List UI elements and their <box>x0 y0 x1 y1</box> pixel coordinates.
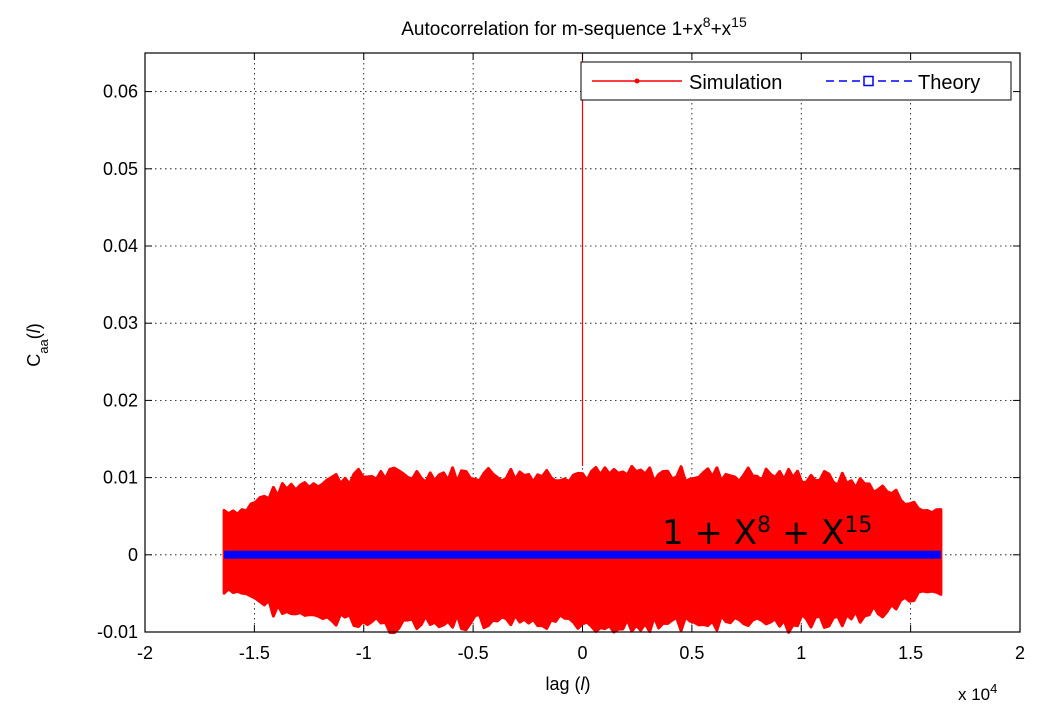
title-prefix: Autocorrelation for m-sequence 1+x <box>401 19 703 40</box>
x-multiplier-text: x 10 <box>958 685 990 704</box>
x-tick-label: -1.5 <box>239 643 270 663</box>
x-tick-label: -1 <box>356 643 372 663</box>
annot-exp1: 8 <box>757 513 771 538</box>
ylabel-var: l <box>24 328 44 333</box>
y-tick-label: -0.01 <box>97 622 138 642</box>
x-tick-label: 1 <box>796 643 806 663</box>
x-axis-label: lag (l) <box>545 674 590 694</box>
legend-theory-label: Theory <box>918 72 980 94</box>
y-tick-label: 0.05 <box>103 159 138 179</box>
x-tick-label: 1.5 <box>898 643 923 663</box>
title-exp1: 8 <box>703 14 711 30</box>
x-tick-label: -0.5 <box>458 643 489 663</box>
x-multiplier-exp: 4 <box>990 681 997 696</box>
x-tick-label: 0.5 <box>679 643 704 663</box>
y-axis-ticks: -0.01 0 0.01 0.02 0.03 0.04 0.05 0.06 <box>97 82 1020 642</box>
title-mid: +x <box>711 19 732 40</box>
annot-exp2: 15 <box>844 513 872 538</box>
x-axis-multiplier: x 104 <box>958 681 997 705</box>
annot-base: 1 + X <box>662 513 757 553</box>
y-tick-label: 0 <box>128 545 138 565</box>
y-tick-label: 0.04 <box>103 236 138 256</box>
ylabel-main: C <box>24 354 44 367</box>
legend-theory-marker <box>863 75 874 87</box>
legend-simulation-marker <box>634 78 640 84</box>
title-exp2: 15 <box>731 14 747 30</box>
x-tick-label: 0 <box>577 643 587 663</box>
y-tick-label: 0.02 <box>103 390 138 410</box>
y-tick-label: 0.06 <box>103 82 138 102</box>
x-axis-ticks: -2 -1.5 -1 -0.5 0 0.5 1 1.5 2 <box>137 53 1025 663</box>
chart-title: Autocorrelation for m-sequence 1+x8+x15 <box>401 14 747 40</box>
x-tick-label: 2 <box>1015 643 1025 663</box>
ylabel-sub: aa <box>36 339 51 354</box>
xlabel-var: l <box>581 674 586 694</box>
xlabel-text: lag ( <box>545 674 580 694</box>
legend: Simulation Theory <box>580 61 1012 101</box>
ylabel-close: ) <box>24 323 44 329</box>
y-tick-label: 0.03 <box>103 313 138 333</box>
x-tick-label: -2 <box>137 643 153 663</box>
legend-simulation-label: Simulation <box>689 72 782 94</box>
simulation-noise-envelope <box>222 465 943 635</box>
annot-mid: + X <box>771 513 844 553</box>
y-tick-label: 0.01 <box>103 468 138 488</box>
polynomial-annotation: 1 + X8 + X15 <box>662 513 872 554</box>
xlabel-close: ) <box>585 674 591 694</box>
y-axis-label: Caa(l) <box>24 323 51 366</box>
simulation-noise-cloud <box>222 465 943 635</box>
ylabel-open: ( <box>24 333 44 339</box>
